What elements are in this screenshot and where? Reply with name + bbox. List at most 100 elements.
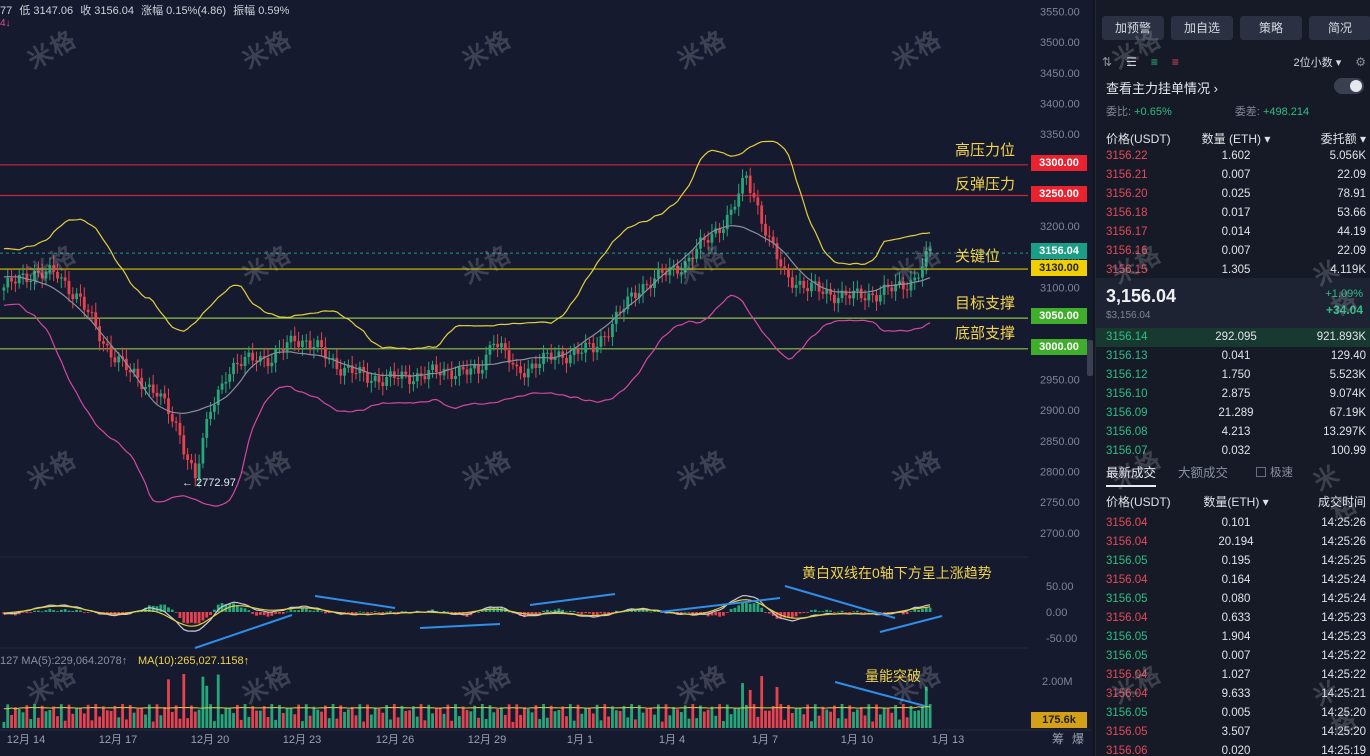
- candle-body: [714, 228, 718, 234]
- candle-body: [182, 435, 186, 455]
- decimals-select[interactable]: 2位小数 ▾: [1293, 57, 1342, 69]
- candlestick-chart[interactable]: 3550.00 3500.00 3450.00 3400.00 3350.00 3300.…: [0, 0, 1092, 756]
- bids-row[interactable]: 3156.12 1.750 5.523K: [1106, 366, 1366, 385]
- macd-histogram-bar: [59, 609, 63, 612]
- macd-histogram-bar: [197, 612, 201, 624]
- trades-row[interactable]: 3156.04 9.633 14:25:21: [1106, 685, 1366, 704]
- volume-bar: [235, 704, 239, 728]
- candle-body: [224, 381, 228, 384]
- candle-body: [767, 235, 771, 237]
- tr-head-qty[interactable]: 数量(ETH) ▾: [1203, 495, 1269, 509]
- ob-head-qty[interactable]: 数量 (ETH) ▾: [1201, 132, 1271, 146]
- layout-default-icon[interactable]: ☰: [1126, 55, 1137, 69]
- ob-head-amount[interactable]: 委托额 ▾: [1320, 132, 1367, 146]
- trades-row[interactable]: 3156.05 0.080 14:25:24: [1106, 590, 1366, 609]
- asks-row[interactable]: 3156.22 1.602 5.056K: [1106, 147, 1366, 166]
- candle-body: [676, 265, 679, 274]
- macd-histogram-bar: [733, 607, 737, 612]
- trades-row[interactable]: 3156.04 0.633 14:25:23: [1106, 609, 1366, 628]
- macd-histogram-bar: [377, 612, 381, 613]
- bids-row[interactable]: 3156.13 0.041 129.40: [1106, 347, 1366, 366]
- asks-row[interactable]: 3156.15 1.305 4.119K: [1106, 261, 1366, 280]
- bids-list: 3156.14 292.095 921.893K 3156.13 0.041 129.40…: [1106, 328, 1366, 461]
- bids-row[interactable]: 3156.08 4.213 13.297K: [1106, 423, 1366, 442]
- candle-body: [599, 336, 603, 347]
- ma10-legend: MA(10):265,027.1158↑: [138, 655, 250, 667]
- volume-bar: [538, 719, 542, 728]
- date-axis-label: 12月 29: [468, 734, 507, 746]
- date-axis-label: 12月 17: [99, 734, 138, 746]
- trades-value: 14:25:22: [1321, 669, 1367, 681]
- layout-bids-icon[interactable]: ≡: [1150, 55, 1158, 69]
- candle-body: [251, 352, 255, 361]
- orderbook-title[interactable]: 查看主力挂单情况 ›: [1106, 81, 1218, 96]
- trades-row[interactable]: 3156.05 0.005 14:25:20: [1106, 704, 1366, 723]
- trades-row[interactable]: 3156.06 0.020 14:25:19: [1106, 742, 1366, 756]
- candle-body: [128, 370, 132, 373]
- candle-body: [603, 336, 607, 338]
- candle-body: [611, 323, 614, 337]
- volume-bar: [664, 704, 668, 728]
- layout-asks-icon[interactable]: ≡: [1171, 55, 1179, 69]
- volume-bar: [389, 719, 392, 728]
- trades-row[interactable]: 3156.05 3.507 14:25:20: [1106, 723, 1366, 742]
- macd-histogram-bar: [389, 611, 392, 612]
- asks-qty: 0.025: [1221, 188, 1251, 200]
- volume-bar: [427, 704, 431, 728]
- candle-body: [247, 352, 251, 357]
- candle-body: [591, 343, 595, 353]
- candle-body: [281, 348, 285, 352]
- bids-row[interactable]: 3156.10 2.875 9.074K: [1106, 385, 1366, 404]
- bids-row[interactable]: 3156.14 292.095 921.893K: [1106, 328, 1366, 347]
- bids-row[interactable]: 3156.09 21.289 67.19K: [1106, 404, 1366, 423]
- trades-row[interactable]: 3156.04 0.164 14:25:24: [1106, 571, 1366, 590]
- trades-row[interactable]: 3156.04 1.027 14:25:22: [1106, 666, 1366, 685]
- settings-icon[interactable]: ⚙: [1355, 55, 1366, 69]
- fast-checkbox[interactable]: 极速: [1256, 464, 1293, 486]
- candle-body: [756, 197, 760, 206]
- overview-button[interactable]: 简况: [1309, 16, 1370, 40]
- panel-resize-handle[interactable]: [1087, 340, 1093, 376]
- trades-row[interactable]: 3156.05 1.904 14:25:23: [1106, 628, 1366, 647]
- add-watchlist-button[interactable]: 加自选: [1171, 16, 1233, 40]
- macd-histogram-bar: [748, 603, 752, 612]
- asks-row[interactable]: 3156.16 0.007 22.09: [1106, 242, 1366, 261]
- asks-row[interactable]: 3156.21 0.007 22.09: [1106, 166, 1366, 185]
- price-axis-label: 3200.00: [1040, 221, 1080, 233]
- macd-histogram-bar: [270, 612, 274, 616]
- volume-bar: [484, 718, 488, 728]
- macd-group: [2, 595, 932, 632]
- asks-row[interactable]: 3156.17 0.014 44.19: [1106, 223, 1366, 242]
- candle-body: [147, 384, 151, 388]
- date-axis-label: 12月 26: [376, 734, 415, 746]
- tab-large-trades[interactable]: 大额成交: [1178, 466, 1229, 480]
- trades-row[interactable]: 3156.04 20.194 14:25:26: [1106, 533, 1366, 552]
- candle-body: [787, 268, 790, 278]
- asks-row[interactable]: 3156.18 0.017 53.66: [1106, 204, 1366, 223]
- add-alert-button[interactable]: 加预警: [1102, 16, 1164, 40]
- volume-bar: [660, 721, 664, 728]
- volume-bar: [806, 704, 810, 728]
- candle-body: [102, 341, 105, 344]
- volume-bar: [98, 716, 101, 728]
- layout-both-icon[interactable]: ⇅: [1102, 55, 1113, 69]
- trades-row[interactable]: 3156.04 0.101 14:25:26: [1106, 514, 1366, 533]
- strategy-button[interactable]: 策略: [1240, 16, 1302, 40]
- asks-row[interactable]: 3156.20 0.025 78.91: [1106, 185, 1366, 204]
- bids-row[interactable]: 3156.07 0.032 100.99: [1106, 442, 1366, 461]
- macd-histogram-bar: [213, 609, 216, 612]
- trades-row[interactable]: 3156.05 0.195 14:25:25: [1106, 552, 1366, 571]
- candle-body: [304, 340, 308, 342]
- volume-bar: [109, 710, 113, 728]
- macd-histogram-bar: [840, 610, 844, 612]
- volume-bar: [274, 719, 278, 728]
- trades-row[interactable]: 3156.05 0.007 14:25:22: [1106, 647, 1366, 666]
- candle-body: [618, 311, 622, 313]
- candle-body: [193, 463, 197, 479]
- chart-area[interactable]: 3550.00 3500.00 3450.00 3400.00 3350.00 3300.…: [0, 0, 1093, 756]
- tab-latest-trades[interactable]: 最新成交: [1106, 462, 1157, 487]
- major-orders-toggle[interactable]: [1334, 78, 1364, 94]
- macd-histogram-bar: [729, 608, 733, 612]
- volume-bar: [304, 704, 308, 728]
- info-amplitude: 振幅 0.59%: [233, 5, 290, 17]
